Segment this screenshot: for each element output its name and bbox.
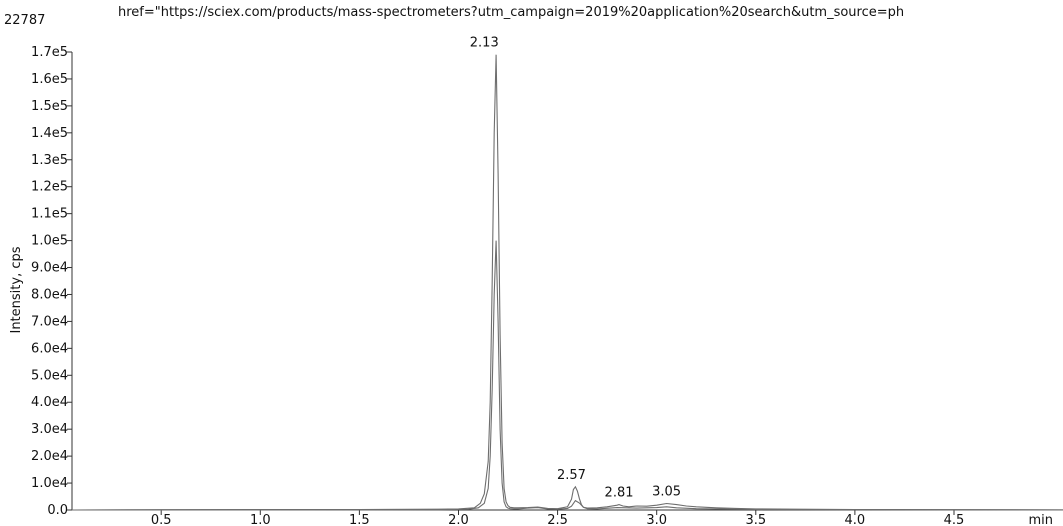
x-tick-label: 2.5 xyxy=(547,513,568,526)
x-tick-label: 3.5 xyxy=(745,513,766,526)
chromatogram-traces xyxy=(71,54,1063,511)
y-tick-label: 6.0e4 xyxy=(31,341,68,356)
x-tick-label: 0.5 xyxy=(151,513,172,526)
peak-label: 3.05 xyxy=(652,485,681,500)
x-axis-ticks: 0.5 1.0 1.5 2.0 2.5 3.0 3.5 4.0 4.5 xyxy=(151,510,964,526)
y-tick-label: 1.5e5 xyxy=(31,99,68,114)
y-tick-label: 3.0e4 xyxy=(31,422,68,437)
y-tick-label: 9.0e4 xyxy=(31,261,68,276)
peak-label: 2.13 xyxy=(470,36,499,51)
x-tick-label: 4.5 xyxy=(944,513,965,526)
y-tick-label: 1.2e5 xyxy=(31,180,68,195)
x-tick-label: 1.5 xyxy=(349,513,370,526)
y-tick-label: 4.0e4 xyxy=(31,395,68,410)
x-tick-label: 3.0 xyxy=(646,513,667,526)
series-trace-1 xyxy=(71,54,1063,511)
x-axis-unit-label: min xyxy=(1028,513,1053,526)
x-tick-label: 1.0 xyxy=(250,513,271,526)
y-tick-label: 7.0e4 xyxy=(31,314,68,329)
y-tick-label: 1.7e5 xyxy=(31,45,68,60)
y-tick-label: 8.0e4 xyxy=(31,287,68,302)
x-tick-label: 2.0 xyxy=(448,513,469,526)
y-tick-label: 1.1e5 xyxy=(31,207,68,222)
sample-id-text: 22787 xyxy=(4,13,45,28)
peak-label: 2.57 xyxy=(557,468,586,483)
y-tick-label: 1.6e5 xyxy=(31,72,68,87)
y-tick-label: 0.0 xyxy=(47,503,68,518)
y-tick-label: 1.0e4 xyxy=(31,476,68,491)
y-axis-label: Intensity, cps xyxy=(9,246,24,333)
y-tick-label: 1.4e5 xyxy=(31,126,68,141)
href-text: href="https://sciex.com/products/mass-sp… xyxy=(118,5,904,20)
y-tick-label: 1.0e5 xyxy=(31,234,68,249)
y-axis-ticks: 0.0 1.0e4 2.0e4 3.0e4 4.0e4 5.0e4 6.0e4 7.0e4 8.… xyxy=(31,45,72,518)
series-trace-2 xyxy=(71,240,1063,511)
x-tick-label: 4.0 xyxy=(845,513,866,526)
y-tick-label: 1.3e5 xyxy=(31,153,68,168)
peak-label: 2.81 xyxy=(605,486,634,501)
peak-labels: 2.13 2.57 2.81 3.05 xyxy=(470,36,681,501)
y-tick-label: 2.0e4 xyxy=(31,449,68,464)
y-tick-label: 5.0e4 xyxy=(31,368,68,383)
